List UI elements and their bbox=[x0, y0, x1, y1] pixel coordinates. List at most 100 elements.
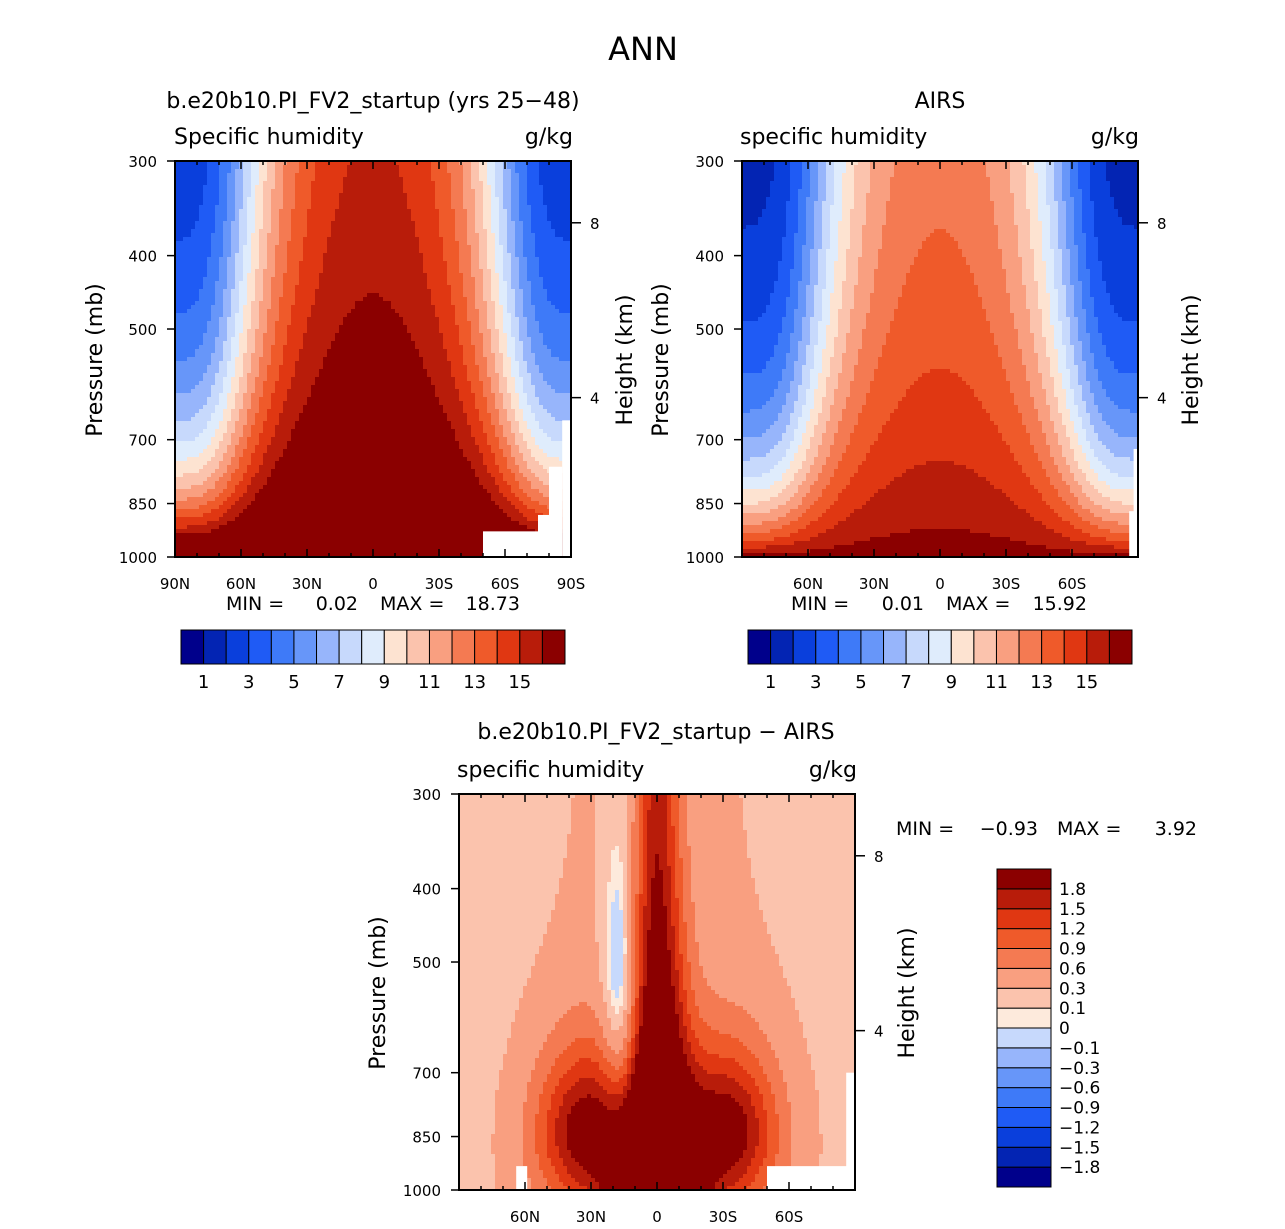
contour-cell bbox=[387, 177, 392, 182]
contour-cell bbox=[423, 253, 428, 258]
contour-cell bbox=[499, 205, 504, 210]
contour-cell bbox=[203, 197, 208, 202]
contour-cell bbox=[563, 301, 568, 306]
contour-cell bbox=[347, 241, 352, 246]
contour-cell bbox=[451, 329, 456, 334]
contour-cell bbox=[291, 341, 296, 346]
contour-cell bbox=[487, 269, 492, 274]
contour-cell bbox=[327, 321, 332, 326]
contour-cell bbox=[447, 337, 452, 342]
contour-cell bbox=[275, 245, 280, 250]
contour-cell bbox=[403, 173, 408, 178]
contour-cell bbox=[507, 245, 512, 250]
contour-cell bbox=[387, 241, 392, 246]
contour-cell bbox=[271, 285, 276, 290]
contour-cell bbox=[455, 177, 460, 182]
contour-cell bbox=[275, 161, 280, 166]
contour-cell bbox=[475, 353, 480, 358]
contour-cell bbox=[391, 353, 396, 358]
contour-cell bbox=[463, 213, 468, 218]
contour-cell bbox=[227, 265, 232, 270]
contour-cell bbox=[399, 265, 404, 270]
contour-cell bbox=[315, 217, 320, 222]
contour-cell bbox=[315, 213, 320, 218]
panel-title: b.e20b10.PI_FV2_startup (yrs 25−48) bbox=[166, 89, 579, 114]
contour-cell bbox=[543, 189, 548, 194]
contour-cell bbox=[515, 213, 520, 218]
contour-cell bbox=[527, 293, 532, 298]
contour-cell bbox=[339, 233, 344, 238]
contour-cell bbox=[523, 277, 528, 282]
contour-cell bbox=[319, 209, 324, 214]
contour-cell bbox=[271, 181, 276, 186]
contour-cell bbox=[347, 213, 352, 218]
contour-cell bbox=[179, 297, 184, 302]
contour-cell bbox=[451, 317, 456, 322]
contour-cell bbox=[223, 325, 228, 330]
contour-cell bbox=[483, 329, 488, 334]
contour-cell bbox=[347, 161, 352, 166]
contour-cell bbox=[343, 257, 348, 262]
contour-cell bbox=[531, 217, 536, 222]
contour-cell bbox=[247, 277, 252, 282]
contour-cell bbox=[411, 305, 416, 310]
contour-cell bbox=[203, 269, 208, 274]
contour-cell bbox=[271, 245, 276, 250]
contour-cell bbox=[435, 289, 440, 294]
contour-cell bbox=[311, 209, 316, 214]
contour-cell bbox=[535, 241, 540, 246]
contour-cell bbox=[243, 225, 248, 230]
contour-cell bbox=[287, 313, 292, 318]
contour-cell bbox=[255, 341, 260, 346]
contour-cell bbox=[467, 213, 472, 218]
contour-cell bbox=[343, 309, 348, 314]
contour-cell bbox=[535, 169, 540, 174]
contour-cell bbox=[319, 193, 324, 198]
contour-cell bbox=[487, 253, 492, 258]
contour-cell bbox=[311, 201, 316, 206]
contour-cell bbox=[479, 329, 484, 334]
contour-cell bbox=[199, 353, 204, 358]
contour-cell bbox=[215, 225, 220, 230]
contour-cell bbox=[403, 217, 408, 222]
contour-cell bbox=[499, 165, 504, 170]
contour-cell bbox=[367, 333, 372, 338]
contour-cell bbox=[295, 289, 300, 294]
contour-cell bbox=[467, 217, 472, 222]
contour-cell bbox=[303, 249, 308, 254]
contour-cell bbox=[319, 293, 324, 298]
contour-cell bbox=[519, 341, 524, 346]
contour-cell bbox=[527, 201, 532, 206]
contour-cell bbox=[443, 233, 448, 238]
contour-cell bbox=[315, 261, 320, 266]
contour-cell bbox=[231, 241, 236, 246]
contour-cell bbox=[363, 193, 368, 198]
contour-cell bbox=[407, 333, 412, 338]
contour-cell bbox=[315, 269, 320, 274]
contour-cell bbox=[327, 361, 332, 366]
contour-cell bbox=[547, 245, 552, 250]
contour-cell bbox=[539, 169, 544, 174]
contour-cell bbox=[351, 293, 356, 298]
contour-cell bbox=[511, 313, 516, 318]
contour-cell bbox=[387, 277, 392, 282]
contour-cell bbox=[311, 317, 316, 322]
contour-cell bbox=[551, 297, 556, 302]
contour-cell bbox=[295, 321, 300, 326]
contour-cell bbox=[459, 245, 464, 250]
contour-cell bbox=[559, 281, 564, 286]
contour-cell bbox=[471, 165, 476, 170]
contour-cell bbox=[175, 269, 180, 274]
contour-cell bbox=[439, 277, 444, 282]
contour-cell bbox=[447, 341, 452, 346]
contour-cell bbox=[195, 273, 200, 278]
contour-cell bbox=[459, 229, 464, 234]
contour-cell bbox=[559, 221, 564, 226]
contour-cell bbox=[355, 309, 360, 314]
contour-cell bbox=[183, 185, 188, 190]
contour-cell bbox=[319, 269, 324, 274]
contour-cell bbox=[411, 229, 416, 234]
contour-cell bbox=[439, 269, 444, 274]
contour-cell bbox=[343, 305, 348, 310]
contour-cell bbox=[263, 165, 268, 170]
